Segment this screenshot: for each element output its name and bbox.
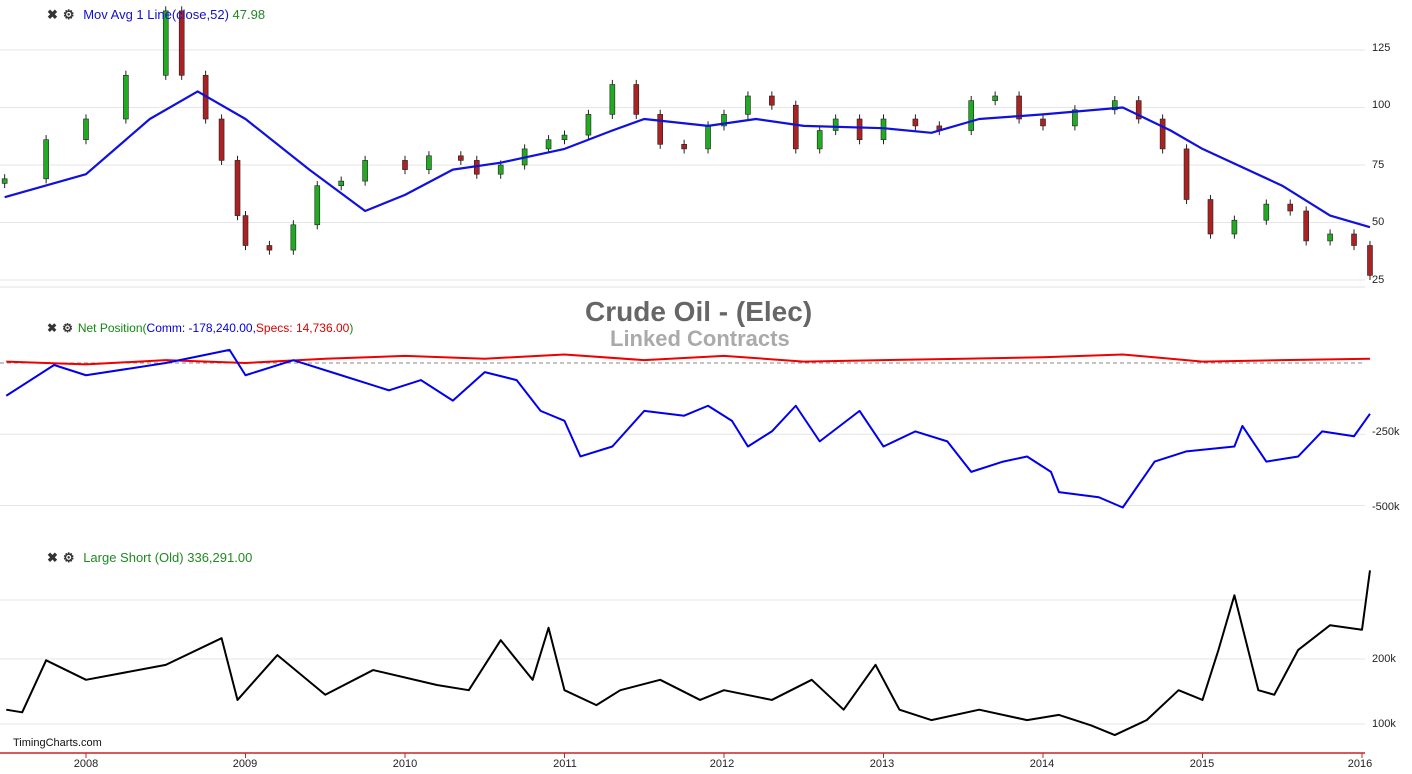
candle bbox=[1351, 233, 1357, 246]
specs-legend: Specs: 14,736.00 bbox=[255, 321, 350, 335]
candle bbox=[609, 84, 616, 115]
candle bbox=[816, 130, 823, 150]
candle bbox=[633, 84, 640, 115]
brand-watermark: TimingCharts.com bbox=[13, 737, 102, 749]
x-tick-label: 2012 bbox=[709, 758, 735, 770]
candle bbox=[162, 10, 169, 76]
candle bbox=[1183, 148, 1190, 200]
candle bbox=[1111, 100, 1118, 111]
moving-average-line bbox=[4, 90, 1371, 229]
candle bbox=[1040, 118, 1046, 127]
y-tick-label: 25 bbox=[1372, 274, 1385, 286]
comm-legend: Comm: -178,240.00, bbox=[146, 321, 256, 335]
close-icon[interactable]: ✖ bbox=[47, 550, 58, 565]
net-position-label: Net Position( bbox=[77, 321, 147, 335]
candle bbox=[832, 118, 839, 131]
candle bbox=[681, 144, 687, 150]
candle bbox=[745, 95, 751, 115]
ma-legend-label: Mov Avg 1 Line(close,52) bbox=[83, 7, 229, 22]
x-tick-label: 2014 bbox=[1029, 758, 1055, 770]
specs-line bbox=[6, 353, 1370, 366]
x-tick-label: 2009 bbox=[232, 758, 258, 770]
chart-subtitle: Linked Contracts bbox=[610, 326, 790, 351]
candle bbox=[123, 75, 129, 120]
candle bbox=[968, 100, 975, 131]
candle bbox=[178, 10, 185, 76]
candle bbox=[1207, 199, 1214, 235]
candle bbox=[234, 160, 241, 216]
y-tick-label: 125 bbox=[1372, 42, 1391, 54]
candle bbox=[1, 178, 8, 184]
candle bbox=[561, 134, 568, 141]
gear-icon[interactable]: ⚙ bbox=[62, 7, 75, 22]
candle bbox=[657, 114, 664, 145]
candle bbox=[705, 125, 711, 150]
candle bbox=[1367, 245, 1373, 276]
comm-line bbox=[5, 348, 1371, 509]
candle bbox=[338, 180, 345, 187]
candle bbox=[1303, 210, 1309, 242]
candle bbox=[242, 215, 249, 246]
candle bbox=[1016, 95, 1022, 120]
large-short-label: Large Short (Old) 336,291.00 bbox=[83, 550, 253, 565]
candle bbox=[721, 114, 727, 127]
candle bbox=[83, 118, 89, 141]
chart-title: Crude Oil - (Elec) bbox=[585, 296, 813, 327]
x-tick-label: 2008 bbox=[73, 758, 99, 770]
x-tick-label: 2013 bbox=[869, 758, 895, 770]
candle bbox=[1159, 118, 1166, 150]
candle bbox=[1072, 109, 1078, 127]
y-tick-label: -500k bbox=[1372, 501, 1400, 513]
y-tick-label: -250k bbox=[1372, 426, 1400, 438]
candle bbox=[545, 139, 552, 150]
candle bbox=[992, 95, 998, 101]
y-tick-label: 75 bbox=[1372, 159, 1385, 171]
large-short-line bbox=[6, 570, 1371, 737]
candle bbox=[1135, 100, 1142, 120]
price-legend: ✖ ⚙ Mov Avg 1 Line(close,52) 47.98 bbox=[47, 7, 265, 23]
y-tick-label: 200k bbox=[1372, 653, 1396, 665]
candle bbox=[266, 245, 273, 251]
candle bbox=[912, 118, 919, 127]
net-position-legend: ✖ ⚙ Net Position(Comm: -178,240.00,Specs: … bbox=[47, 321, 353, 335]
candle bbox=[1287, 203, 1294, 212]
candle bbox=[426, 155, 432, 170]
candle bbox=[497, 164, 504, 175]
candle bbox=[290, 224, 297, 251]
large-short-legend: ✖ ⚙ Large Short (Old) 336,291.00 bbox=[47, 550, 252, 566]
y-tick-label: 100 bbox=[1372, 99, 1391, 111]
x-tick-label: 2015 bbox=[1189, 758, 1215, 770]
gear-icon[interactable]: ⚙ bbox=[62, 321, 73, 335]
net-position-close-paren: ) bbox=[349, 321, 354, 335]
candle bbox=[585, 114, 592, 136]
candle bbox=[218, 118, 225, 161]
close-icon[interactable]: ✖ bbox=[47, 7, 58, 22]
ma-legend-value: 47.98 bbox=[232, 7, 266, 22]
candle bbox=[314, 185, 321, 226]
x-tick-label: 2016 bbox=[1347, 758, 1373, 770]
candle bbox=[1327, 233, 1333, 242]
y-tick-label: 50 bbox=[1372, 216, 1385, 228]
candle bbox=[362, 160, 368, 182]
y-tick-label: 100k bbox=[1372, 718, 1396, 730]
candle bbox=[458, 155, 464, 161]
x-tick-label: 2011 bbox=[553, 758, 577, 770]
candle bbox=[1263, 203, 1270, 221]
candle bbox=[856, 118, 863, 141]
gear-icon[interactable]: ⚙ bbox=[62, 550, 75, 565]
candle bbox=[1231, 219, 1238, 235]
candle bbox=[402, 160, 408, 170]
candle bbox=[43, 139, 49, 180]
candle bbox=[769, 95, 775, 106]
candle bbox=[792, 104, 799, 150]
close-icon[interactable]: ✖ bbox=[47, 321, 58, 335]
x-tick-label: 2010 bbox=[392, 758, 418, 770]
